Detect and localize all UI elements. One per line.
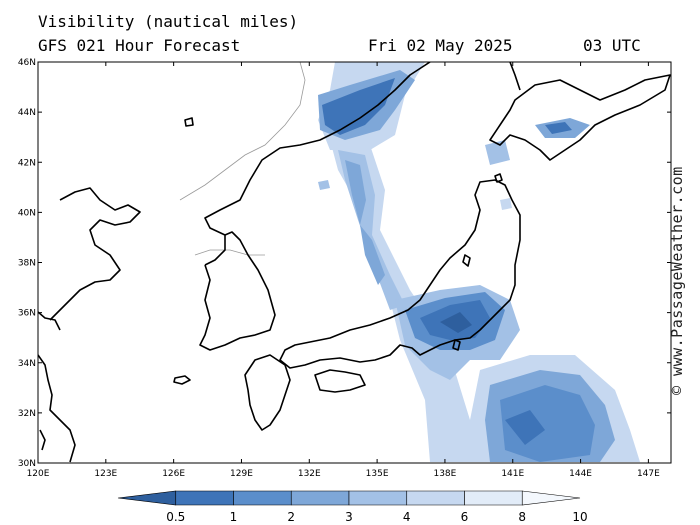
colorbar-label: 1 [230, 510, 238, 524]
lon-label: 120E [27, 469, 50, 479]
lon-label: 123E [94, 469, 117, 479]
colorbar-swatch [521, 490, 581, 506]
forecast-date: Fri 02 May 2025 [368, 36, 513, 55]
colorbar-label: 10 [572, 510, 587, 524]
lon-label: 141E [501, 469, 524, 479]
visibility-area [440, 312, 472, 333]
lon-label: 135E [366, 469, 389, 479]
visibility-area [318, 180, 330, 190]
colorbar-swatch [348, 490, 408, 506]
lat-label: 32N [18, 409, 36, 419]
visibility-area [500, 198, 512, 210]
latitude-axis: 46N 44N 42N 40N 38N 36N 34N 32N 30N [18, 58, 671, 469]
colorbar-swatch [464, 490, 523, 506]
lat-label: 46N [18, 58, 36, 68]
visibility-area [345, 160, 366, 225]
lat-label: 30N [18, 459, 36, 469]
country-borders [179, 62, 306, 256]
lon-label: 129E [230, 469, 253, 479]
lon-label: 147E [637, 469, 660, 479]
lon-label: 132E [298, 469, 321, 479]
forecast-subtitle: GFS 021 Hour Forecast [38, 36, 241, 55]
colorbar-label: 0.5 [166, 510, 185, 524]
colorbar-swatch [117, 490, 177, 506]
visibility-area [360, 225, 385, 285]
colorbar-swatch [175, 490, 234, 506]
lon-label: 126E [162, 469, 185, 479]
colorbar-label: 4 [403, 510, 411, 524]
longitude-axis: 120E 123E 126E 129E 132E 135E 138E 141E 144E 147E [27, 62, 660, 479]
visibility-shading [318, 62, 640, 462]
colorbar-swatch [290, 490, 350, 506]
colorbar-label: 8 [518, 510, 526, 524]
colorbar-swatch [233, 490, 292, 506]
lat-label: 34N [18, 359, 36, 369]
visibility-area [322, 78, 395, 135]
visibility-area [505, 410, 545, 445]
lat-label: 44N [18, 108, 36, 118]
lon-label: 144E [569, 469, 592, 479]
colorbar-label: 6 [461, 510, 469, 524]
lat-label: 42N [18, 158, 36, 168]
colorbar-swatch [406, 490, 465, 506]
map-title: Visibility (nautical miles) [38, 12, 299, 31]
forecast-time: 03 UTC [583, 36, 641, 55]
colorbar-label: 2 [287, 510, 295, 524]
visibility-area [485, 140, 510, 165]
visibility-area [545, 122, 572, 134]
credit-text: © www.PassageWeather.com [668, 166, 686, 395]
visibility-colorbar: 0.5 1 2 3 4 6 8 10 [117, 490, 588, 524]
lat-label: 38N [18, 259, 36, 269]
lat-label: 40N [18, 208, 36, 218]
coastlines [38, 62, 671, 463]
lat-label: 36N [18, 309, 36, 319]
colorbar-label: 3 [345, 510, 353, 524]
lon-label: 138E [433, 469, 456, 479]
